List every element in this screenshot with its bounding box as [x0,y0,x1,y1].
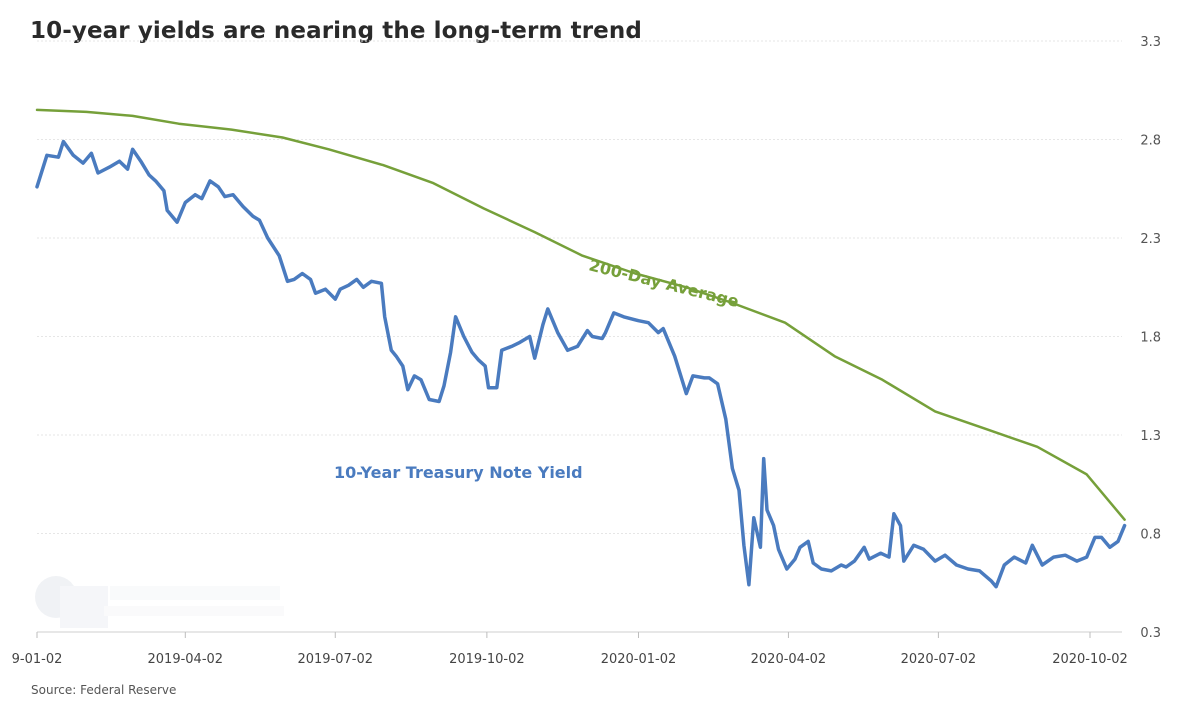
x-tick-label: 2020-04-02 [751,652,827,667]
x-tick-label: 2019-04-02 [148,652,224,667]
x-tick-label: 2019-07-02 [297,652,373,667]
watermark-logo [35,576,284,628]
x-axis-ticks: 9-01-02 2019-04-02 2019-07-02 2019-10-02 202… [12,632,1128,667]
y-tick-label: 0.3 [1140,626,1161,641]
y-tick-label: 1.8 [1140,331,1161,346]
series-line-yield [35,139,1127,589]
y-tick-label: 2.3 [1140,232,1161,247]
y-tick-label: 3.3 [1140,35,1161,50]
x-tick-label: 9-01-02 [12,652,63,667]
y-tick-label: 1.3 [1140,429,1161,444]
series-line-200-day-average [35,108,1126,521]
x-tick-label: 2019-10-02 [449,652,525,667]
series-label-yield: 10-Year Treasury Note Yield [334,463,583,482]
x-tick-label: 2020-10-02 [1052,652,1128,667]
chart-title: 10-year yields are nearing the long-term… [30,18,642,44]
y-axis-ticks: 3.3 2.8 2.3 1.8 1.3 0.8 0.3 [1140,35,1161,641]
y-tick-label: 2.8 [1140,134,1161,149]
series-lines [35,108,1127,589]
x-tick-label: 2020-07-02 [901,652,977,667]
gridlines [37,40,1122,534]
y-tick-label: 0.8 [1140,528,1161,543]
source-note: Source: Federal Reserve [31,683,177,697]
x-tick-label: 2020-01-02 [601,652,677,667]
series-label-200-day-average: 200-Day Average [587,255,741,311]
